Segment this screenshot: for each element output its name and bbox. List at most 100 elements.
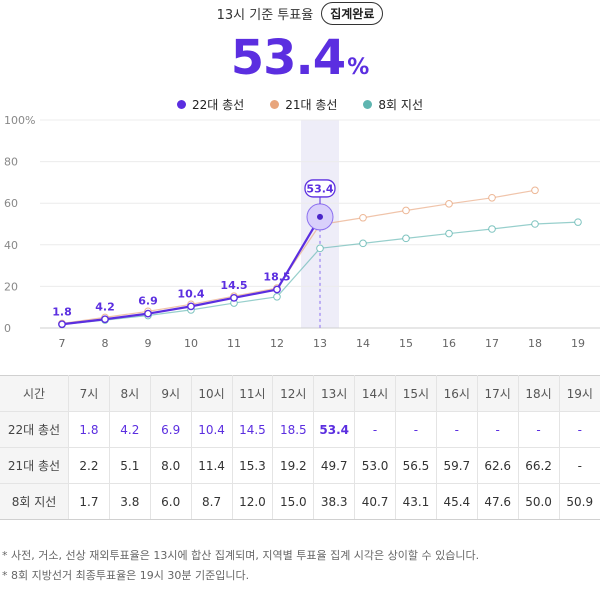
x-tick-label: 12 <box>270 337 284 350</box>
table-row: 21대 총선 2.2 5.1 8.0 11.4 15.3 19.2 49.7 53.0 56.5 5… <box>0 447 600 484</box>
series-line-segment <box>276 247 321 298</box>
table-cell: 62.6 <box>476 447 519 484</box>
footnotes: * 사전, 거소, 선상 재외투표율은 13시에 합산 집계되며, 지역별 투표… <box>0 546 600 586</box>
table-header-cell: 16시 <box>435 375 478 412</box>
data-label: 10.4 <box>177 287 204 300</box>
table-header-row: 시간 7시 8시 9시 10시 11시 12시 13시 14시 15시 16시 17시 18시 19시 <box>0 375 600 412</box>
table-cell: 3.8 <box>108 483 151 520</box>
callout-label: 53.4 <box>306 182 333 195</box>
legend-label-8: 8회 지선 <box>378 98 423 112</box>
series-point <box>402 234 410 243</box>
y-tick-label: 40 <box>4 239 18 252</box>
series-point <box>316 244 324 253</box>
status-badge: 집계완료 <box>321 2 384 25</box>
series-point <box>273 285 281 294</box>
series-line-segment <box>319 242 364 249</box>
y-tick-label: 80 <box>4 156 18 169</box>
table-header-cell: 12시 <box>272 375 315 412</box>
table-cell: 12.0 <box>231 483 274 520</box>
headline-value: 53.4 <box>230 30 346 86</box>
table-cell: 5.1 <box>108 447 151 484</box>
data-label: 14.5 <box>220 279 247 292</box>
table-cell: 59.7 <box>435 447 478 484</box>
series-line-segment <box>61 318 106 326</box>
series-point <box>402 206 410 215</box>
legend-item-8[interactable]: 8회 지선 <box>363 96 423 113</box>
table-cell: 47.6 <box>476 483 519 520</box>
legend-label-21: 21대 총선 <box>285 98 338 112</box>
table-cell: - <box>558 411 600 448</box>
table-cell: 6.9 <box>149 411 192 448</box>
chart-legend: 22대 총선 21대 총선 8회 지선 <box>0 96 600 113</box>
series-line-segment <box>190 302 235 311</box>
series-point <box>359 239 367 248</box>
table-cell: - <box>476 411 519 448</box>
turnout-table: 시간 7시 8시 9시 10시 11시 12시 13시 14시 15시 16시 17시 18시 19시 22… <box>0 375 600 520</box>
series-point <box>531 220 539 228</box>
data-label: 6.9 <box>138 295 158 308</box>
y-tick-label: 60 <box>4 197 18 210</box>
series-line-segment <box>190 295 235 305</box>
series-line-segment <box>405 232 450 239</box>
turnout-line-chart: 0 20 40 60 80 100% 7 8 9 10 11 12 13 14 15 16 17 18 19 1.8 4… <box>4 114 600 350</box>
series-line-segment <box>362 237 407 244</box>
x-tick-label: 8 <box>102 337 109 350</box>
series-point <box>187 302 195 311</box>
table-cell: 45.4 <box>435 483 478 520</box>
table-cell: 66.2 <box>517 447 560 484</box>
table-cell: 15.3 <box>231 447 274 484</box>
series-line-segment <box>104 310 149 318</box>
table-cell: 49.7 <box>313 447 356 484</box>
table-header-cell: 9시 <box>149 375 192 412</box>
headline-unit: % <box>347 55 370 80</box>
table-header-cell: 13시 <box>313 375 356 412</box>
table-header-cell: 8시 <box>108 375 151 412</box>
x-tick-label: 13 <box>313 337 327 350</box>
x-tick-label: 11 <box>227 337 241 350</box>
x-tick-label: 17 <box>485 337 499 350</box>
x-tick-label: 18 <box>528 337 542 350</box>
footnote-2: * 8회 지방선거 최종투표율은 19시 30분 기준입니다. <box>2 569 250 582</box>
data-label: 18.5 <box>263 271 290 284</box>
series-point <box>488 225 496 233</box>
series-line-segment <box>233 296 278 304</box>
table-cell: 56.5 <box>395 447 437 484</box>
series-line-segment <box>491 189 536 199</box>
legend-item-21[interactable]: 21대 총선 <box>270 96 337 113</box>
table-cell: 6.0 <box>149 483 192 520</box>
x-tick-label: 19 <box>571 337 585 350</box>
series-point <box>531 186 539 195</box>
x-tick-label: 9 <box>145 337 152 350</box>
headline-turnout: 53.4% <box>0 30 600 86</box>
table-cell: 18.5 <box>272 411 315 448</box>
table-cell: 53.0 <box>354 447 396 484</box>
series-line-segment <box>405 203 450 212</box>
table-cell: 11.4 <box>190 447 233 484</box>
series-point <box>144 309 152 318</box>
y-tick-label: 20 <box>4 280 18 293</box>
table-cell: 14.5 <box>231 411 274 448</box>
table-cell: 15.0 <box>272 483 315 520</box>
series-point <box>445 229 453 238</box>
data-label: 1.8 <box>52 305 72 318</box>
y-tick-label: 100% <box>4 114 35 127</box>
footnote-1: * 사전, 거소, 선상 재외투표율은 13시에 합산 집계되며, 지역별 투표… <box>2 549 480 562</box>
table-row: 8회 지선 1.7 3.8 6.0 8.7 12.0 15.0 38.3 40.7 43.1 45.… <box>0 483 600 520</box>
table-header-cell: 14시 <box>354 375 396 412</box>
table-cell: 19.2 <box>272 447 315 484</box>
series-line-segment <box>534 221 579 225</box>
table-cell: 10.4 <box>190 411 233 448</box>
x-tick-label: 15 <box>399 337 413 350</box>
table-header-cell: 19시 <box>558 375 600 412</box>
series-line-segment <box>190 296 235 308</box>
table-cell: - <box>558 447 600 484</box>
table-cell: - <box>395 411 437 448</box>
table-header-cell: 18시 <box>517 375 560 412</box>
table-cell: 1.8 <box>68 411 110 448</box>
series-line-segment <box>276 216 321 291</box>
legend-item-22[interactable]: 22대 총선 <box>176 96 245 113</box>
table-cell: 1.7 <box>68 483 110 520</box>
legend-label-22: 22대 총선 <box>191 98 245 112</box>
table-header-cell: 10시 <box>190 375 233 412</box>
table-row: 22대 총선 1.8 4.2 6.9 10.4 14.5 18.5 53.4- - - - - - <box>0 411 600 448</box>
